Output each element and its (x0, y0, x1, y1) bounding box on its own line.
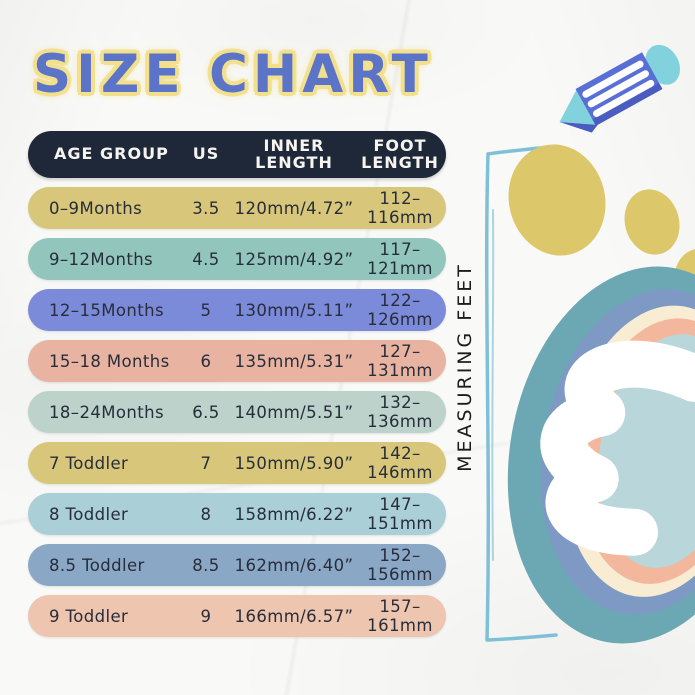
cell-foot-length: 122–126mm (367, 291, 433, 329)
size-table-header: AGE GROUP US INNER LENGTH FOOT LENGTH (28, 131, 446, 178)
cell-us-size: 8.5 (192, 555, 220, 575)
cell-us-size: 6 (200, 351, 212, 371)
cell-age-group: 15–18 Months (49, 351, 170, 371)
table-row: 9 Toddler 9 166mm/6.57” 157–161mm (28, 595, 446, 637)
cell-us-size: 3.5 (192, 198, 220, 218)
pencil-icon (559, 44, 681, 133)
cell-inner-length: 125mm/4.92” (234, 249, 354, 269)
cell-foot-length: 127–131mm (367, 342, 433, 380)
cell-foot-length: 117–121mm (367, 240, 433, 278)
header-inner-length: INNER LENGTH (255, 136, 333, 172)
cell-foot-length: 157–161mm (367, 597, 433, 635)
header-us-size: US (192, 144, 220, 164)
table-row: 15–18 Months 6 135mm/5.31” 127–131mm (28, 340, 446, 382)
cell-age-group: 9 Toddler (49, 606, 129, 626)
cell-us-size: 6.5 (192, 402, 220, 422)
cell-foot-length: 152–156mm (367, 546, 433, 584)
cell-age-group: 12–15Months (49, 300, 164, 320)
cell-us-size: 7 (200, 453, 212, 473)
cell-age-group: 8.5 Toddler (49, 555, 145, 575)
cell-age-group: 0–9Months (49, 198, 143, 218)
cell-us-size: 8 (200, 504, 212, 524)
table-row: 18–24Months 6.5 140mm/5.51” 132–136mm (28, 391, 446, 433)
cell-inner-length: 162mm/6.40” (234, 555, 354, 575)
table-row: 9–12Months 4.5 125mm/4.92” 117–121mm (28, 238, 446, 280)
foot-illustration (507, 144, 695, 644)
cell-us-size: 5 (200, 300, 212, 320)
cell-inner-length: 166mm/6.57” (234, 606, 354, 626)
cell-age-group: 8 Toddler (49, 504, 129, 524)
cell-inner-length: 120mm/4.72” (234, 198, 354, 218)
cell-foot-length: 147–151mm (367, 495, 433, 533)
foot-heel (507, 266, 695, 644)
cell-inner-length: 150mm/5.90” (234, 453, 354, 473)
header-foot-length: FOOT LENGTH (361, 136, 439, 172)
cell-foot-length: 142–146mm (367, 444, 433, 482)
table-row: 0–9Months 3.5 120mm/4.72” 112–116mm (28, 187, 446, 229)
size-table-body: 0–9Months 3.5 120mm/4.72” 112–116mm 9–12… (28, 187, 446, 637)
cell-inner-length: 158mm/6.22” (234, 504, 354, 524)
cell-foot-length: 132–136mm (367, 393, 433, 431)
cell-age-group: 18–24Months (49, 402, 164, 422)
size-table: AGE GROUP US INNER LENGTH FOOT LENGTH 0–… (28, 131, 446, 637)
cell-us-size: 9 (200, 606, 212, 626)
measuring-feet-label: MEASURING FEET (454, 262, 476, 472)
cell-age-group: 9–12Months (49, 249, 154, 269)
table-row: 7 Toddler 7 150mm/5.90” 142–146mm (28, 442, 446, 484)
cell-us-size: 4.5 (192, 249, 220, 269)
table-row: 8.5 Toddler 8.5 162mm/6.40” 152–156mm (28, 544, 446, 586)
table-row: 12–15Months 5 130mm/5.11” 122–126mm (28, 289, 446, 331)
cell-foot-length: 112–116mm (367, 189, 433, 227)
cell-inner-length: 130mm/5.11” (234, 300, 354, 320)
cell-inner-length: 140mm/5.51” (234, 402, 354, 422)
table-row: 8 Toddler 8 158mm/6.22” 147–151mm (28, 493, 446, 535)
cell-age-group: 7 Toddler (49, 453, 129, 473)
cell-inner-length: 135mm/5.31” (234, 351, 354, 371)
header-age-group: AGE GROUP (54, 144, 169, 164)
page-title: SIZE CHART (33, 44, 433, 105)
